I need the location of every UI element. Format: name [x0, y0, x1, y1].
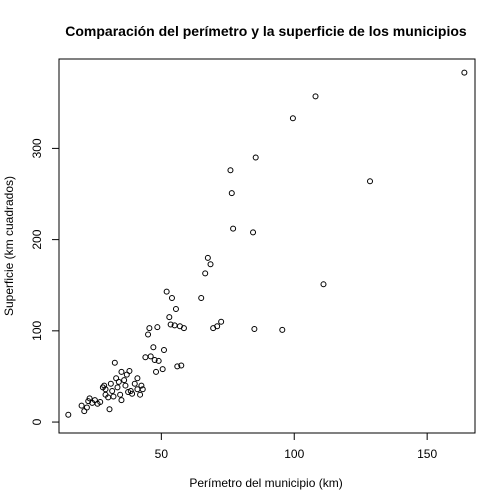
scatter-point: [97, 398, 104, 405]
scatter-point: [218, 318, 225, 325]
scatter-point: [102, 386, 109, 393]
scatter-point: [174, 363, 181, 370]
scatter-point: [142, 354, 149, 361]
scatter-point: [172, 305, 179, 312]
scatter-point: [78, 402, 85, 409]
scatter-point: [146, 325, 153, 332]
scatter-point: [126, 367, 133, 374]
scatter-point: [134, 375, 141, 382]
y-tick-label: 300: [30, 138, 44, 158]
scatter-point: [204, 254, 211, 261]
scatter-point: [155, 357, 162, 364]
scatter-point: [163, 288, 170, 295]
scatter-point: [86, 395, 93, 402]
scatter-point: [111, 359, 118, 366]
scatter-point: [167, 321, 174, 328]
scatter-point: [145, 331, 152, 338]
scatter-point: [138, 382, 145, 389]
y-axis-label: Superficie (km cuadrados): [2, 176, 16, 316]
scatter-point: [121, 377, 128, 384]
scatter-point: [230, 225, 237, 232]
x-axis: 50 100 150: [155, 433, 437, 461]
scatter-point: [227, 167, 234, 174]
scatter-point: [153, 368, 160, 375]
scatter-point: [279, 326, 286, 333]
scatter-point: [228, 190, 235, 197]
scatter-point: [312, 93, 319, 100]
scatter-point: [252, 154, 259, 161]
scatter-point: [118, 397, 125, 404]
plot-area-frame: [58, 58, 476, 434]
scatter-point: [166, 314, 173, 321]
scatter-point: [159, 366, 166, 373]
scatter-point: [154, 324, 161, 331]
scatter-point: [168, 294, 175, 301]
scatter-point: [114, 384, 121, 391]
y-tick-label: 100: [30, 321, 44, 341]
scatter-point: [461, 69, 468, 76]
scatter-point: [180, 325, 187, 332]
scatter-point: [250, 229, 257, 236]
scatter-point: [150, 344, 157, 351]
scatter-point: [65, 411, 72, 418]
scatter-point: [207, 261, 214, 268]
chart-title: Comparación del perímetro y la superfici…: [65, 23, 467, 39]
scatter-point: [115, 378, 122, 385]
scatter-point: [106, 406, 113, 413]
scatter-point: [367, 178, 374, 185]
x-tick-label: 100: [284, 447, 304, 461]
scatter-point: [202, 270, 209, 277]
y-axis: 0 100 200 300: [30, 138, 59, 425]
data-points: [65, 69, 468, 418]
scatter-point: [83, 404, 90, 411]
y-tick-label: 0: [30, 418, 44, 425]
scatter-point: [151, 357, 158, 364]
scatter-point: [147, 353, 154, 360]
scatter-point: [198, 294, 205, 301]
scatter-point: [101, 382, 108, 389]
x-axis-label: Perímetro del municipio (km): [189, 476, 342, 490]
scatter-point: [214, 323, 221, 330]
y-tick-label: 200: [30, 229, 44, 249]
scatter-point: [117, 391, 124, 398]
scatter-point: [118, 368, 125, 375]
scatter-point: [139, 386, 146, 393]
scatter-point: [129, 390, 136, 397]
scatter-point: [160, 346, 167, 353]
scatter-point: [178, 362, 185, 369]
scatter-point: [251, 326, 258, 333]
scatter-point: [110, 393, 117, 400]
x-tick-label: 150: [417, 447, 437, 461]
scatter-point: [289, 115, 296, 122]
scatter-point: [107, 380, 114, 387]
scatter-point: [122, 382, 129, 389]
x-tick-label: 50: [155, 447, 169, 461]
scatter-point: [109, 388, 116, 395]
scatter-point: [320, 281, 327, 288]
scatter-point: [137, 391, 144, 398]
scatter-point: [131, 380, 138, 387]
